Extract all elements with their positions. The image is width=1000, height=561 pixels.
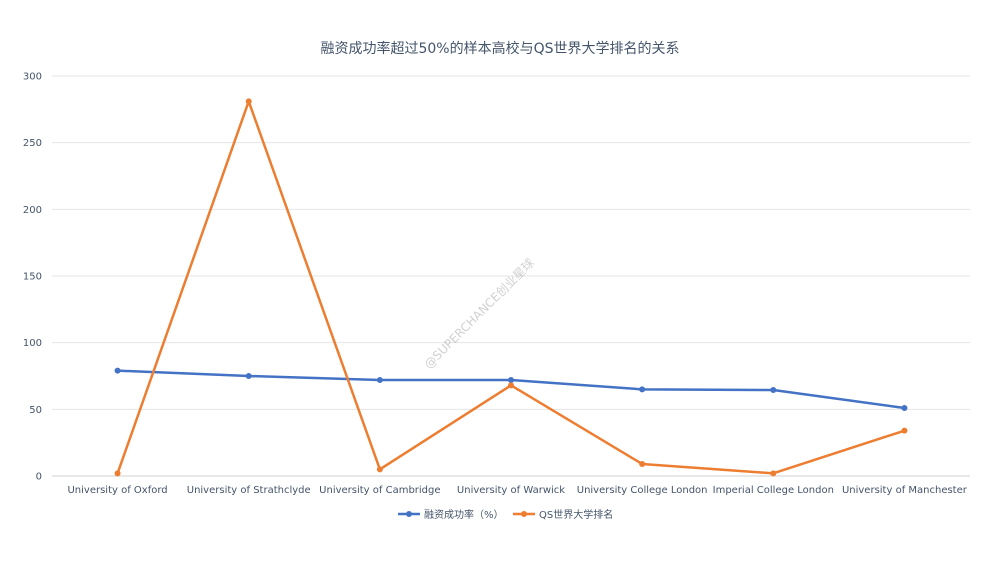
legend: 融资成功率（%） QS世界大学排名 bbox=[398, 508, 613, 521]
data-point bbox=[245, 373, 252, 379]
gridlines bbox=[52, 75, 970, 477]
data-point bbox=[114, 367, 121, 374]
x-tick-label: University College London bbox=[577, 485, 708, 496]
data-point bbox=[114, 470, 121, 477]
legend-swatch-marker bbox=[521, 511, 527, 517]
chart-title: 融资成功率超过50%的样本高校与QS世界大学排名的关系 bbox=[320, 40, 679, 57]
x-tick-label: University of Strathclyde bbox=[187, 485, 311, 496]
y-tick-label: 50 bbox=[29, 405, 42, 416]
data-point bbox=[376, 466, 383, 473]
series-line-0 bbox=[117, 369, 905, 410]
y-tick-label: 300 bbox=[23, 72, 42, 83]
series-layer bbox=[114, 98, 908, 477]
x-tick-label: Imperial College London bbox=[713, 485, 834, 496]
x-axis-ticks: University of Oxford University of Strath… bbox=[67, 485, 967, 496]
y-tick-label: 150 bbox=[23, 272, 42, 283]
data-point bbox=[245, 98, 252, 105]
data-point bbox=[508, 382, 514, 389]
x-tick-label: University of Warwick bbox=[457, 485, 565, 496]
data-point bbox=[639, 461, 646, 467]
x-tick-label: University of Cambridge bbox=[319, 485, 440, 496]
data-point bbox=[770, 470, 777, 477]
legend-label: QS世界大学排名 bbox=[539, 508, 613, 521]
x-tick-label: University of Manchester bbox=[842, 485, 968, 496]
data-point bbox=[901, 427, 908, 434]
data-point bbox=[901, 405, 908, 411]
data-point bbox=[376, 377, 383, 383]
legend-label: 融资成功率（%） bbox=[424, 508, 504, 521]
y-tick-label: 100 bbox=[23, 338, 42, 349]
data-point bbox=[508, 377, 514, 383]
y-tick-label: 250 bbox=[23, 138, 42, 149]
data-point bbox=[639, 386, 646, 393]
x-tick-label: University of Oxford bbox=[67, 485, 167, 496]
legend-swatch-marker bbox=[406, 511, 412, 517]
y-tick-label: 200 bbox=[23, 205, 42, 216]
data-point bbox=[770, 387, 777, 393]
y-tick-label: 0 bbox=[36, 472, 42, 483]
y-axis-ticks: 0 50 100 150 200 250 300 bbox=[23, 72, 42, 483]
